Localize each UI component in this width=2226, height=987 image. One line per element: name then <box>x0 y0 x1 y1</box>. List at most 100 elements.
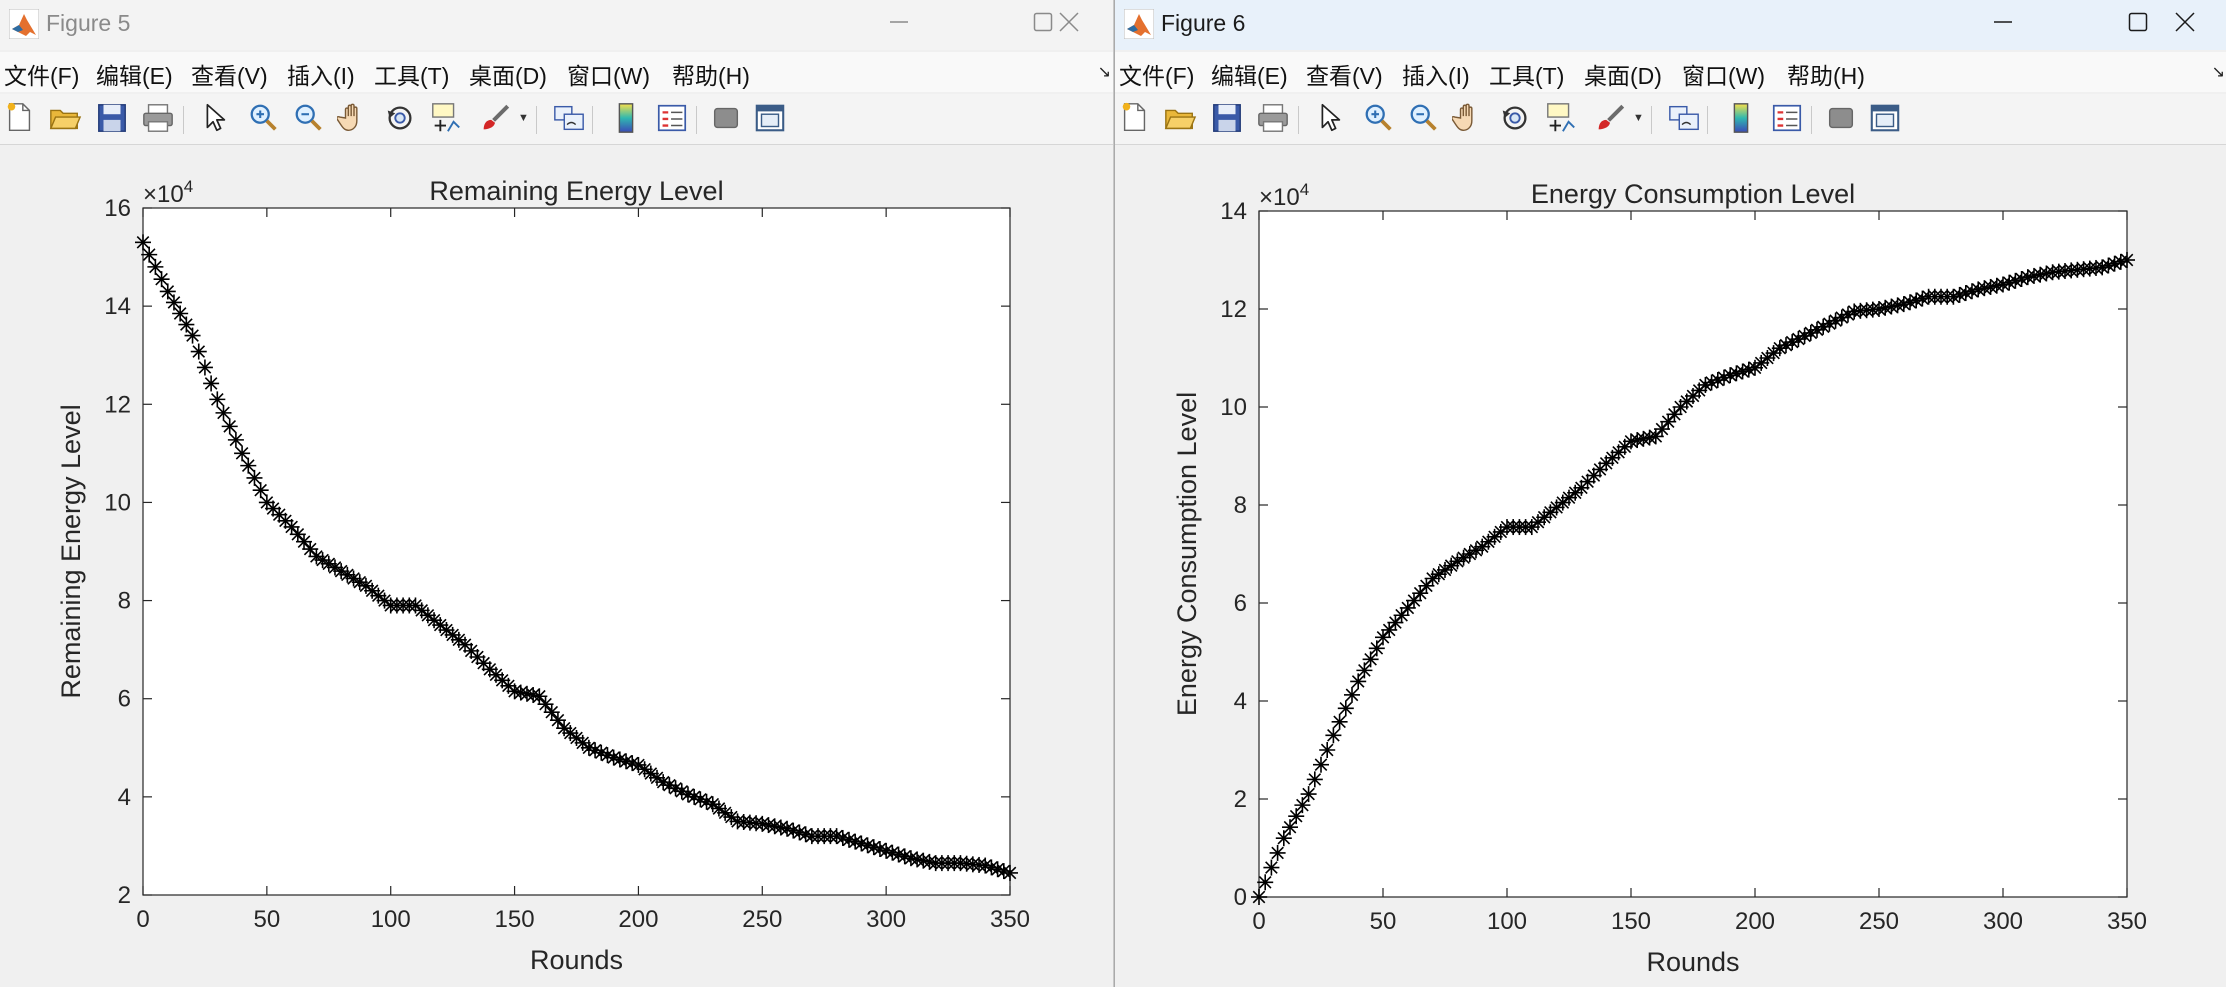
data-point <box>240 457 257 474</box>
menu-item[interactable]: 查看(V) <box>191 63 268 89</box>
minimize-button[interactable] <box>1981 4 2025 44</box>
data-point <box>190 343 207 360</box>
data-point <box>1523 519 1540 536</box>
x-axis-label: Rounds <box>1646 947 1739 977</box>
data-point <box>686 788 703 805</box>
menu-overflow-icon[interactable]: ↘ <box>2211 64 2225 81</box>
menu-item[interactable]: 文件(F) <box>1119 63 1195 89</box>
figure-window: Figure 5 文件(F) 编辑(E) 查看(V) 插入(I) 工具(T) 桌面(D) 窗口… <box>0 0 1114 987</box>
menu-item[interactable]: 插入(I) <box>287 63 355 89</box>
maximize-button[interactable] <box>2116 4 2160 44</box>
dropdown-arrow-icon[interactable]: ▼ <box>1633 112 1644 124</box>
hide-plot-tools-icon <box>709 101 743 140</box>
menu-item[interactable]: 编辑(E) <box>96 63 173 89</box>
data-point <box>203 375 220 392</box>
minimize-icon <box>1992 11 2014 38</box>
data-point <box>1375 629 1391 646</box>
link-plot-button[interactable] <box>551 102 587 138</box>
data-point <box>1325 727 1342 744</box>
menu-overflow-icon[interactable]: ↘ <box>1097 64 1111 81</box>
data-point <box>147 258 164 275</box>
maximize-button[interactable] <box>1021 4 1065 44</box>
data-point <box>339 566 356 583</box>
save-button[interactable] <box>1209 102 1245 138</box>
window-title: Figure 5 <box>46 10 131 36</box>
save-button[interactable] <box>94 102 130 138</box>
minimize-button[interactable] <box>877 4 921 44</box>
show-plot-tools-button[interactable] <box>1867 102 1903 138</box>
menu-item[interactable]: 工具(T) <box>374 63 450 89</box>
print-button[interactable] <box>140 102 176 138</box>
rotate-3d-button[interactable] <box>382 102 418 138</box>
print-button[interactable] <box>1255 102 1291 138</box>
link-plot-button[interactable] <box>1666 102 1702 138</box>
data-point <box>1716 369 1732 386</box>
dropdown-arrow-icon[interactable]: ▼ <box>518 112 529 124</box>
pan-hand-button[interactable] <box>336 102 372 138</box>
menu-item[interactable]: 窗口(W) <box>567 63 651 89</box>
maximize-icon <box>2127 11 2149 38</box>
colorbar-button[interactable] <box>608 102 644 138</box>
colorbar-button[interactable] <box>1723 102 1759 138</box>
menu-item[interactable]: 帮助(H) <box>1787 63 1865 89</box>
brush-button[interactable] <box>477 102 513 138</box>
title-bar[interactable]: Figure 5 <box>0 0 1113 50</box>
zoom-in-button[interactable] <box>246 102 282 138</box>
menu-item[interactable]: 查看(V) <box>1306 63 1383 89</box>
legend-button[interactable] <box>654 102 690 138</box>
menu-item[interactable]: 桌面(D) <box>469 63 547 89</box>
data-point <box>1486 528 1503 545</box>
open-file-button[interactable] <box>47 102 83 138</box>
menu-item[interactable]: 插入(I) <box>1402 63 1470 89</box>
menu-item[interactable]: 文件(F) <box>4 63 80 89</box>
menu-item[interactable]: 编辑(E) <box>1211 63 1288 89</box>
menu-item[interactable]: 工具(T) <box>1489 63 1565 89</box>
pan-hand-button[interactable] <box>1451 102 1487 138</box>
select-pointer-icon <box>1312 101 1346 140</box>
data-point <box>1387 614 1404 631</box>
menu-item[interactable]: 窗口(W) <box>1682 63 1766 89</box>
zoom-out-button[interactable] <box>291 102 327 138</box>
x-axis-label: Rounds <box>530 945 623 975</box>
axes-box[interactable] <box>1258 210 2128 898</box>
menu-bar: 文件(F) 编辑(E) 查看(V) 插入(I) 工具(T) 桌面(D) 窗口(W) 帮助(H)… <box>1115 52 2226 92</box>
menu-item[interactable]: 帮助(H) <box>672 63 750 89</box>
brush-button[interactable] <box>1592 102 1628 138</box>
select-pointer-button[interactable] <box>1311 102 1347 138</box>
data-point <box>1300 786 1317 803</box>
legend-button[interactable] <box>1769 102 1805 138</box>
close-button[interactable] <box>2163 4 2207 44</box>
pan-hand-icon <box>336 101 371 140</box>
data-point <box>1319 742 1336 758</box>
close-button[interactable] <box>1047 4 1091 44</box>
hide-plot-tools-button[interactable] <box>1823 102 1859 138</box>
data-cursor-button[interactable] <box>1543 102 1579 138</box>
data-point <box>1288 808 1305 825</box>
data-point <box>1666 406 1683 423</box>
new-figure-button[interactable] <box>1117 102 1153 138</box>
show-plot-tools-icon <box>753 101 787 140</box>
data-cursor-button[interactable] <box>428 102 464 138</box>
data-point <box>450 631 467 648</box>
menu-item[interactable]: 桌面(D) <box>1584 63 1662 89</box>
data-point <box>1313 756 1329 773</box>
show-plot-tools-button[interactable] <box>752 102 788 138</box>
hide-plot-tools-button[interactable] <box>708 102 744 138</box>
new-figure-button[interactable] <box>2 102 38 138</box>
zoom-out-button[interactable] <box>1406 102 1442 138</box>
zoom-in-button[interactable] <box>1361 102 1397 138</box>
toolbar-separator <box>592 106 593 134</box>
rotate-3d-button[interactable] <box>1497 102 1533 138</box>
title-bar[interactable]: Figure 6 <box>1115 0 2226 50</box>
data-point <box>419 607 436 624</box>
y-tick-label: 2 <box>118 882 131 909</box>
data-point <box>1350 673 1367 690</box>
data-point <box>215 404 232 421</box>
axes-box[interactable] <box>142 207 1011 896</box>
open-file-button[interactable] <box>1162 102 1198 138</box>
y-tick-label: 6 <box>118 686 131 713</box>
select-pointer-button[interactable] <box>196 102 232 138</box>
data-point <box>141 246 158 263</box>
menu-bar: 文件(F) 编辑(E) 查看(V) 插入(I) 工具(T) 桌面(D) 窗口(W) 帮助(H)… <box>0 52 1113 92</box>
data-point <box>1430 566 1447 583</box>
